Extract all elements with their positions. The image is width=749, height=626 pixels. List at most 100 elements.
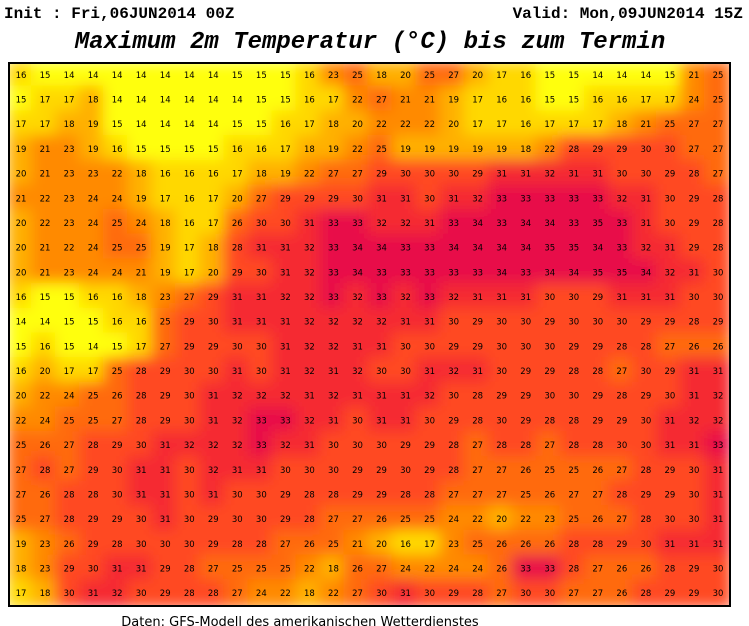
temp-cell bbox=[607, 135, 636, 164]
temp-cell bbox=[511, 135, 540, 164]
temp-cell bbox=[535, 184, 564, 214]
temp-cell bbox=[55, 258, 84, 288]
temp-cell bbox=[391, 554, 420, 584]
temp-label: 23 bbox=[160, 293, 171, 303]
temp-cell bbox=[103, 579, 132, 606]
temp-label: 32 bbox=[280, 441, 291, 451]
temp-label: 35 bbox=[592, 268, 603, 278]
temp-label: 27 bbox=[713, 120, 724, 130]
temp-cell bbox=[367, 307, 396, 337]
temp-cell bbox=[31, 135, 60, 164]
temp-label: 31 bbox=[689, 441, 700, 451]
temp-label: 30 bbox=[328, 466, 339, 476]
temp-cell bbox=[439, 85, 468, 115]
temp-label: 33 bbox=[400, 268, 411, 278]
temp-cell bbox=[511, 505, 540, 534]
temp-cell bbox=[703, 159, 730, 189]
temp-cell bbox=[103, 135, 132, 164]
temp-cell bbox=[463, 431, 492, 460]
temp-label: 32 bbox=[713, 392, 724, 402]
temp-label: 16 bbox=[616, 96, 627, 106]
temp-cell bbox=[487, 529, 516, 559]
temp-label: 29 bbox=[640, 318, 651, 328]
temp-label: 31 bbox=[256, 293, 267, 303]
temp-label: 16 bbox=[496, 96, 507, 106]
temp-cell bbox=[535, 381, 564, 411]
temp-label: 33 bbox=[496, 219, 507, 229]
temp-label: 28 bbox=[496, 441, 507, 451]
temp-label: 32 bbox=[472, 194, 483, 204]
temp-cell bbox=[79, 184, 108, 214]
temp-cell bbox=[367, 529, 396, 559]
temp-cell bbox=[679, 406, 708, 436]
temp-cell bbox=[151, 529, 180, 559]
temp-cell bbox=[247, 159, 276, 189]
temp-cell bbox=[511, 258, 540, 288]
temp-label: 17 bbox=[160, 194, 171, 204]
temp-cell bbox=[223, 357, 252, 386]
temp-cell bbox=[295, 159, 324, 189]
temp-label: 31 bbox=[232, 293, 243, 303]
temp-label: 24 bbox=[256, 589, 267, 599]
temp-label: 28 bbox=[208, 589, 219, 599]
temp-cell bbox=[175, 159, 204, 189]
temp-label: 31 bbox=[713, 540, 724, 550]
temp-cell bbox=[367, 579, 396, 606]
temp-cell bbox=[31, 184, 60, 214]
temp-label: 21 bbox=[352, 540, 363, 550]
temp-cell bbox=[535, 529, 564, 559]
temp-cell bbox=[559, 406, 588, 436]
temp-label: 30 bbox=[400, 170, 411, 180]
temp-label: 29 bbox=[88, 540, 99, 550]
temp-cell bbox=[127, 85, 156, 115]
temp-cell bbox=[703, 505, 730, 534]
temp-cell bbox=[223, 480, 252, 510]
temp-cell bbox=[223, 307, 252, 337]
temp-label: 31 bbox=[232, 367, 243, 377]
temp-label: 31 bbox=[304, 219, 315, 229]
temp-label: 27 bbox=[352, 170, 363, 180]
temp-cell bbox=[607, 406, 636, 436]
temp-cell bbox=[319, 85, 348, 115]
temp-cell bbox=[367, 85, 396, 115]
temp-cell bbox=[199, 579, 228, 606]
temp-cell bbox=[703, 455, 730, 485]
temp-cell bbox=[535, 307, 564, 337]
temp-label: 18 bbox=[328, 564, 339, 574]
temp-cell bbox=[439, 159, 468, 189]
temp-cell bbox=[199, 283, 228, 312]
temp-label: 31 bbox=[256, 318, 267, 328]
temp-label: 25 bbox=[280, 564, 291, 574]
temp-label: 32 bbox=[184, 441, 195, 451]
temp-label: 27 bbox=[376, 96, 387, 106]
temp-cell bbox=[559, 357, 588, 386]
temp-cell bbox=[583, 233, 612, 263]
temp-label: 21 bbox=[40, 244, 51, 254]
temp-label: 19 bbox=[328, 145, 339, 155]
temp-label: 15 bbox=[232, 120, 243, 130]
temp-cell bbox=[655, 554, 684, 584]
temp-label: 28 bbox=[424, 490, 435, 500]
temp-cell bbox=[679, 381, 708, 411]
temp-cell bbox=[151, 283, 180, 312]
temp-cell bbox=[31, 357, 60, 386]
temp-cell bbox=[103, 63, 132, 90]
temp-label: 29 bbox=[592, 293, 603, 303]
temp-cell bbox=[415, 258, 444, 288]
temp-cell bbox=[559, 505, 588, 534]
temp-label: 18 bbox=[256, 170, 267, 180]
temp-cell bbox=[199, 258, 228, 288]
temp-label: 26 bbox=[304, 540, 315, 550]
temp-label: 33 bbox=[544, 194, 555, 204]
temp-cell bbox=[79, 283, 108, 312]
temp-cell bbox=[175, 431, 204, 460]
temp-cell bbox=[511, 283, 540, 312]
temp-cell bbox=[79, 529, 108, 559]
temp-label: 34 bbox=[592, 244, 603, 254]
temp-label: 24 bbox=[112, 194, 123, 204]
temp-cell bbox=[439, 307, 468, 337]
temp-cell bbox=[247, 332, 276, 362]
temp-cell bbox=[631, 579, 660, 606]
temp-cell bbox=[127, 184, 156, 214]
temp-label: 30 bbox=[496, 416, 507, 426]
